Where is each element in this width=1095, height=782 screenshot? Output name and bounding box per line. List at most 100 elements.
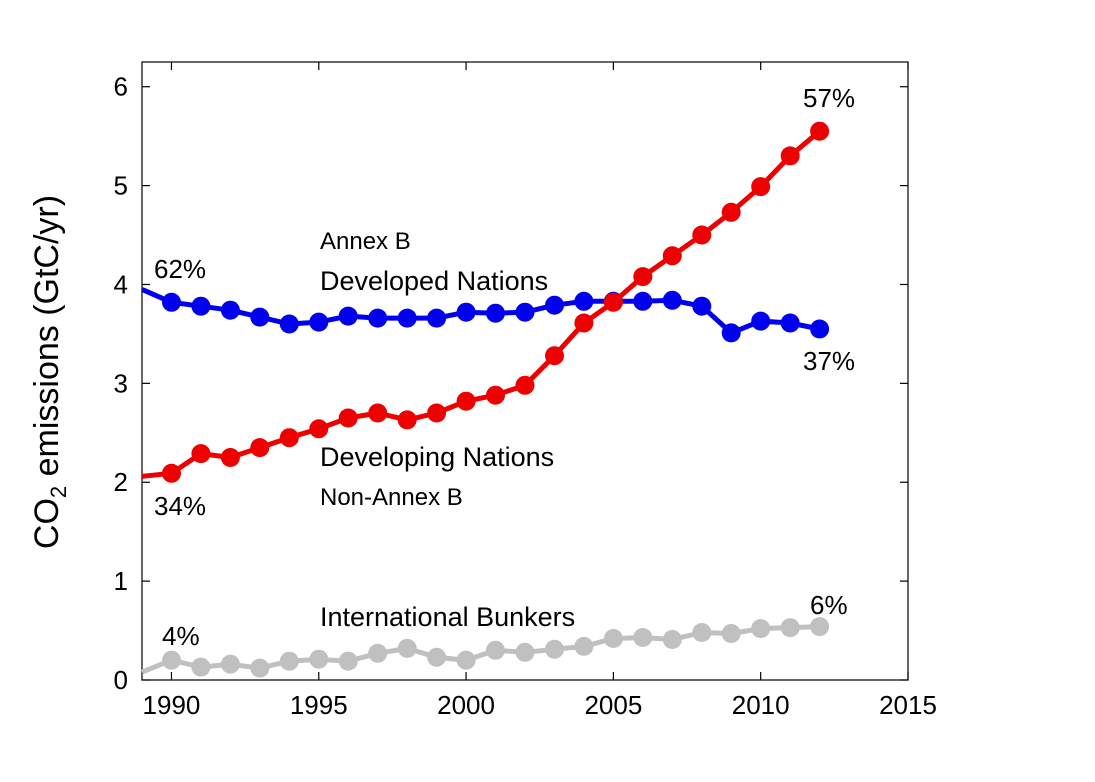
- data-point-annex_b: [162, 292, 181, 312]
- series-non_annex_b: [141, 121, 830, 483]
- data-point-bunkers: [368, 643, 388, 663]
- data-point-bunkers: [780, 618, 800, 638]
- data-point-non_annex_b: [603, 292, 623, 312]
- data-point-annex_b: [515, 302, 535, 322]
- data-point-non_annex_b: [279, 428, 299, 448]
- data-point-bunkers: [309, 649, 329, 669]
- x-axis: 1990 1995 2000 2005 2010 2015: [143, 62, 937, 720]
- data-point-annex_b: [486, 303, 505, 323]
- data-point-bunkers: [810, 617, 830, 637]
- data-point-bunkers: [721, 624, 741, 643]
- data-point-non_annex_b: [368, 403, 388, 423]
- data-point-non_annex_b: [220, 448, 240, 467]
- data-point-non_annex_b: [751, 177, 771, 197]
- data-point-bunkers: [397, 638, 417, 658]
- y-tick-label: 1: [114, 566, 128, 596]
- data-point-non_annex_b: [309, 419, 329, 439]
- data-point-annex_b: [574, 291, 594, 311]
- bunkers-start-percent: 4%: [162, 621, 200, 651]
- data-point-non_annex_b: [692, 225, 712, 245]
- y-axis-label-subscript: 2: [46, 486, 71, 498]
- data-point-bunkers: [486, 640, 505, 660]
- non-annex-b-label: Non-Annex B: [320, 484, 463, 511]
- data-point-annex_b: [250, 307, 270, 327]
- data-point-bunkers: [633, 628, 653, 647]
- data-point-annex_b: [662, 290, 682, 310]
- developing-nations-label: Developing Nations: [320, 442, 554, 472]
- y-axis: 0 1 2 3 4 5 6: [114, 72, 908, 695]
- data-point-non_annex_b: [574, 313, 594, 333]
- y-axis-label-main: CO: [28, 498, 66, 549]
- data-point-non_annex_b: [456, 391, 476, 411]
- data-point-non_annex_b: [515, 375, 535, 395]
- series-line-non_annex_b: [141, 129, 822, 479]
- data-point-non_annex_b: [633, 267, 653, 287]
- data-point-non_annex_b: [721, 202, 741, 222]
- data-point-annex_b: [191, 296, 211, 316]
- x-tick-label: 1990: [143, 690, 201, 720]
- series-bunkers: [141, 617, 830, 678]
- data-point-annex_b: [456, 302, 476, 322]
- data-point-bunkers: [574, 636, 594, 656]
- data-point-annex_b: [279, 314, 299, 334]
- data-point-bunkers: [603, 629, 623, 648]
- data-point-bunkers: [250, 658, 270, 678]
- data-point-non_annex_b: [338, 408, 358, 428]
- data-point-bunkers: [162, 650, 181, 670]
- annex-b-start-percent: 62%: [154, 254, 206, 284]
- data-point-non_annex_b: [810, 121, 830, 141]
- data-point-annex_b: [780, 313, 800, 333]
- data-point-bunkers: [427, 647, 447, 667]
- x-tick-label: 2000: [437, 690, 495, 720]
- data-point-bunkers: [662, 630, 682, 649]
- developing-end-percent: 57%: [803, 83, 855, 113]
- data-point-non_annex_b: [486, 385, 505, 405]
- y-tick-label: 0: [114, 665, 128, 695]
- x-tick-label: 1995: [290, 690, 348, 720]
- data-point-annex_b: [220, 300, 240, 320]
- data-point-bunkers: [692, 623, 712, 642]
- data-point-annex_b: [633, 291, 653, 311]
- data-point-non_annex_b: [250, 438, 270, 458]
- data-point-annex_b: [721, 323, 741, 343]
- data-point-non_annex_b: [397, 410, 417, 430]
- x-tick-label: 2015: [879, 690, 937, 720]
- international-bunkers-label: International Bunkers: [320, 602, 575, 632]
- series-annex_b: [140, 287, 830, 343]
- data-point-annex_b: [368, 308, 388, 328]
- series-line-bunkers: [141, 624, 820, 675]
- data-point-non_annex_b: [162, 463, 181, 483]
- data-point-bunkers: [545, 639, 564, 659]
- y-tick-label: 5: [114, 171, 128, 201]
- data-point-non_annex_b: [545, 346, 564, 366]
- data-point-bunkers: [456, 650, 476, 670]
- series-layer: [140, 121, 830, 678]
- data-point-non_annex_b: [780, 146, 800, 166]
- data-point-non_annex_b: [662, 246, 682, 266]
- y-axis-label: CO2 emissions (GtC/yr): [28, 195, 71, 549]
- x-tick-label: 2010: [732, 690, 790, 720]
- data-point-annex_b: [810, 319, 830, 339]
- data-point-bunkers: [751, 619, 771, 639]
- data-point-non_annex_b: [191, 444, 211, 464]
- data-point-annex_b: [427, 308, 447, 328]
- data-point-bunkers: [515, 642, 535, 662]
- plot-frame: [141, 61, 909, 681]
- data-point-bunkers: [191, 657, 211, 677]
- data-point-bunkers: [220, 654, 240, 674]
- data-point-annex_b: [309, 312, 329, 332]
- annex-b-label: Annex B: [320, 228, 411, 255]
- y-tick-label: 4: [114, 269, 128, 299]
- y-tick-label: 3: [114, 368, 128, 398]
- bunkers-end-percent: 6%: [810, 590, 848, 620]
- data-point-annex_b: [338, 306, 358, 326]
- y-tick-label: 2: [114, 467, 128, 497]
- annex-b-end-percent: 37%: [803, 346, 855, 376]
- data-point-annex_b: [397, 308, 417, 328]
- developing-start-percent: 34%: [154, 491, 206, 521]
- developed-nations-label: Developed Nations: [320, 266, 548, 296]
- x-tick-label: 2005: [584, 690, 642, 720]
- data-point-annex_b: [692, 296, 712, 316]
- data-point-bunkers: [279, 651, 299, 671]
